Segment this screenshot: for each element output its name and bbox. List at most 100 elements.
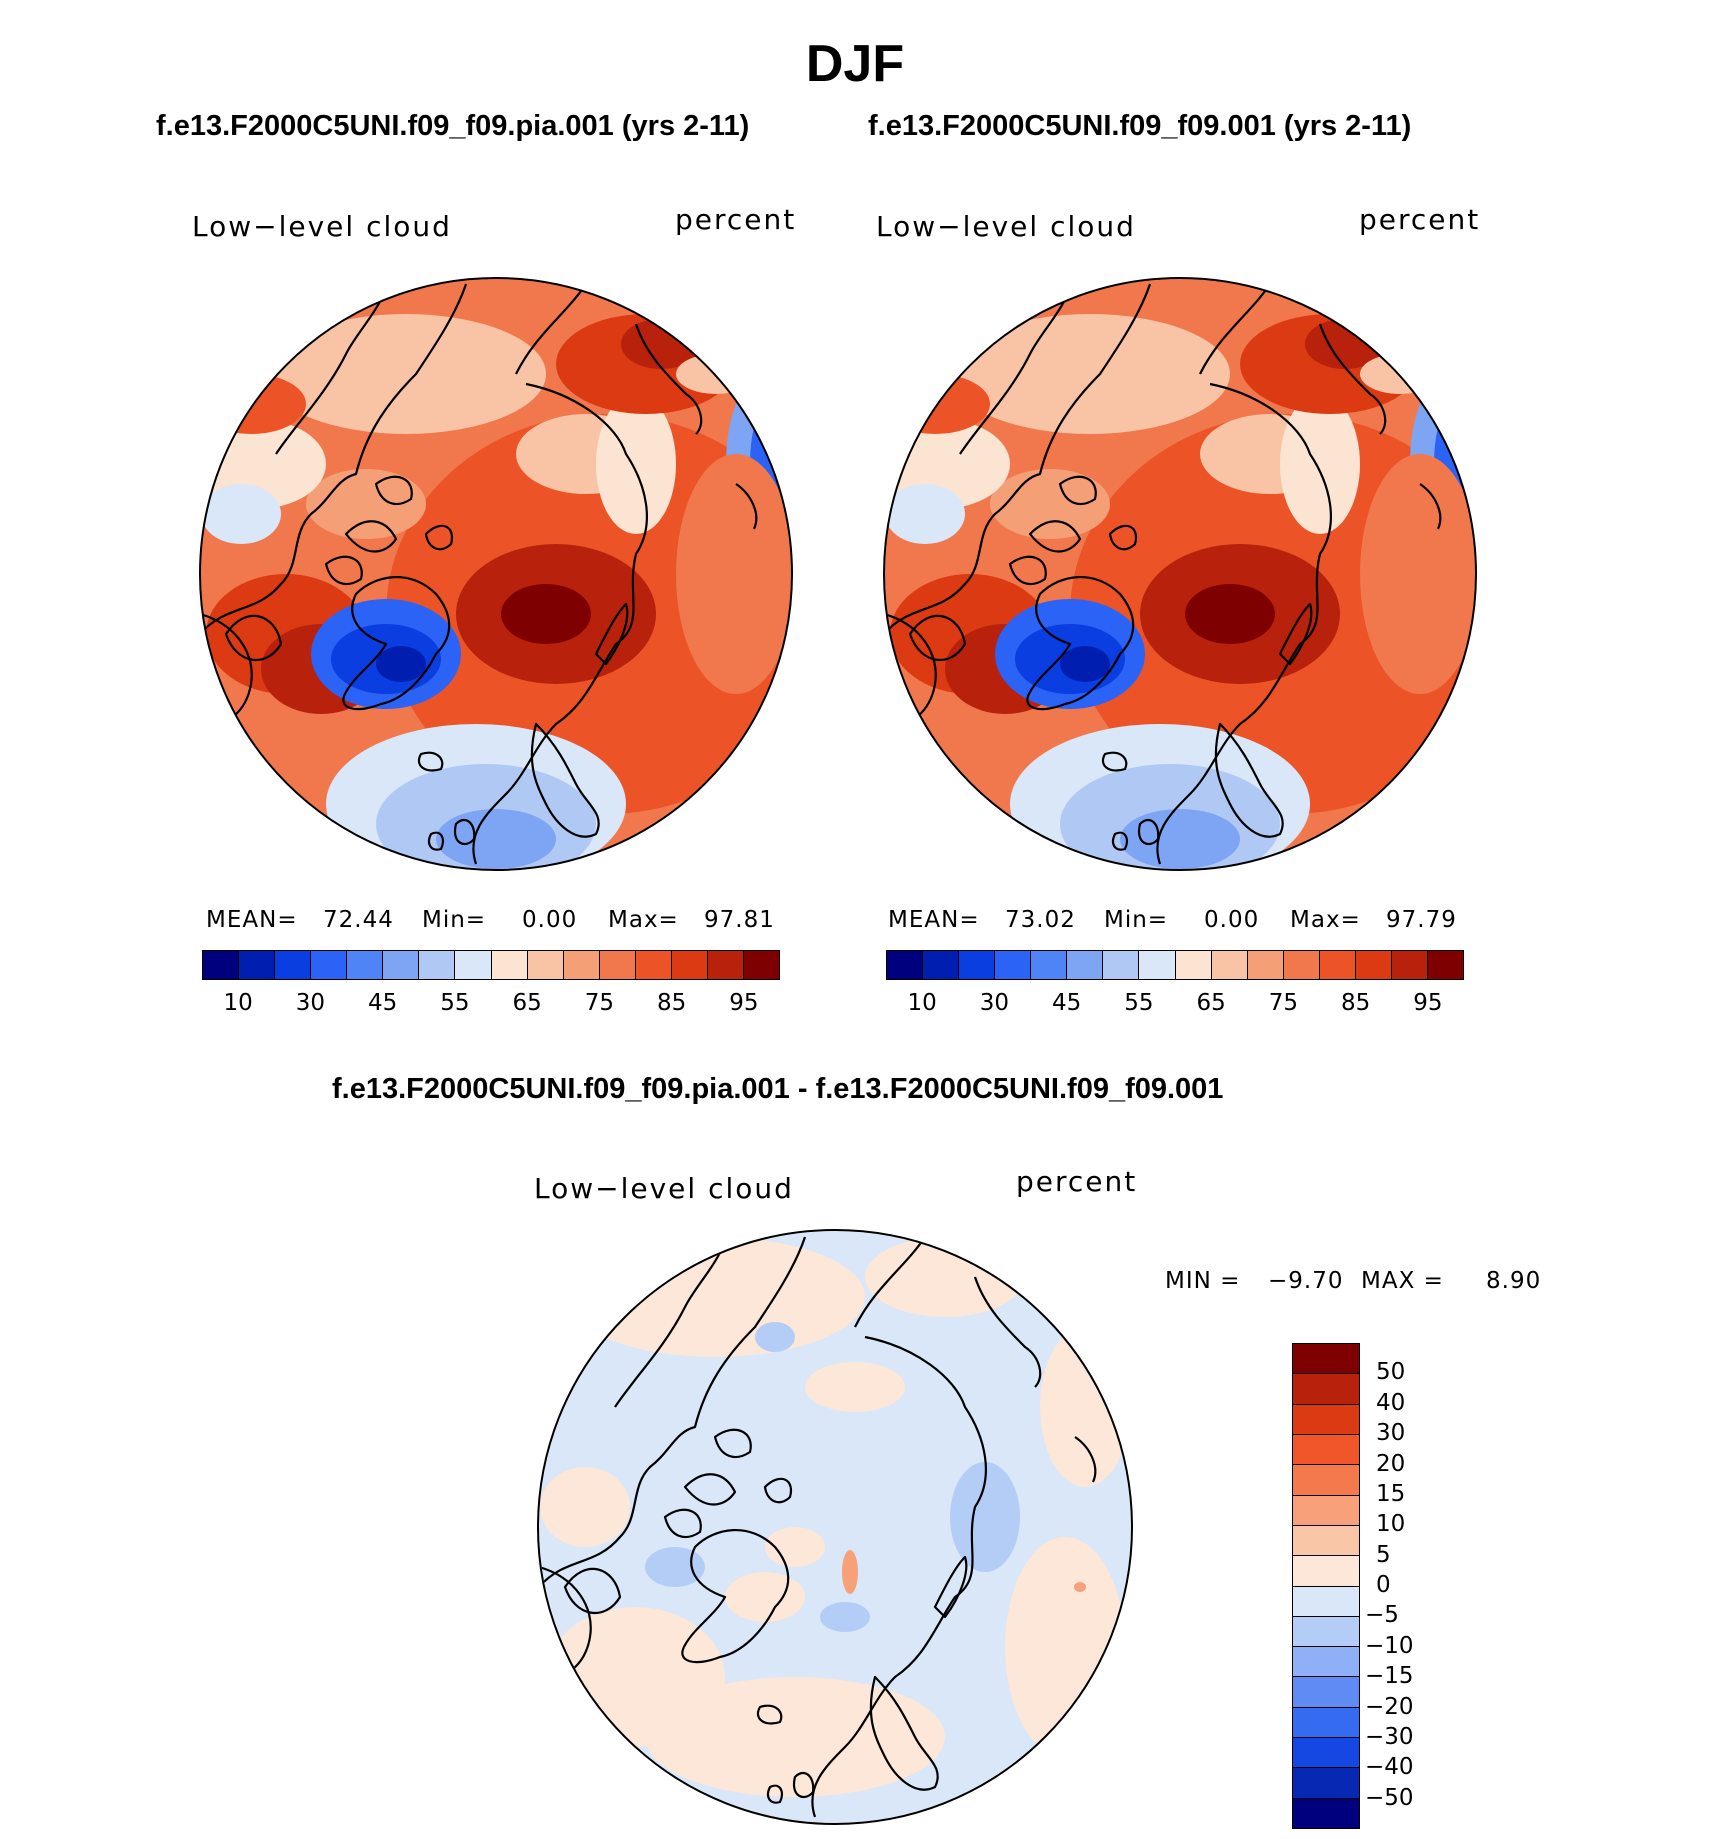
diff-colorbar-swatch [1293, 1525, 1359, 1557]
figure-title: DJF [805, 35, 905, 93]
diff-colorbar [1292, 1343, 1360, 1829]
panel-1-polar-map [199, 277, 793, 871]
diff-colorbar-swatch [1293, 1707, 1359, 1739]
panel-2-colorbar-tick-label: 65 [1196, 990, 1226, 1016]
panel-2-colorbar-swatch [1211, 951, 1248, 979]
panel-2-min-value: 0.00 [1204, 907, 1260, 933]
panel-2-colorbar-swatch [923, 951, 960, 979]
panel-1-colorbar-tick-label: 10 [223, 990, 253, 1016]
panel-2-max-value: 97.79 [1386, 907, 1457, 933]
panel-1-colorbar-swatch [311, 951, 348, 979]
panel-1-colorbar-tick-label: 45 [367, 990, 398, 1016]
panel-2-colorbar-tick-label: 95 [1413, 990, 1443, 1016]
panel-1-variable-label: Low−level cloud [192, 210, 452, 243]
diff-colorbar-tick-label: −5 [1365, 1602, 1399, 1629]
panel-2-min-label: Min= [1104, 907, 1169, 933]
diff-colorbar-tick-label: 50 [1376, 1359, 1406, 1386]
panel-1-colorbar-swatch [239, 951, 276, 979]
diff-colorbar-swatch [1293, 1586, 1359, 1617]
panel-2-colorbar-tick-label: 30 [979, 990, 1010, 1016]
panel-2-colorbar-tick-label: 85 [1340, 990, 1371, 1016]
diff-colorbar-swatch [1293, 1768, 1359, 1799]
panel-2-max-label: Max= [1290, 907, 1361, 933]
panel-2-colorbar-swatch [1283, 951, 1320, 979]
panel-2-units-label: percent [1359, 203, 1481, 236]
diff-max-label: MAX = [1361, 1268, 1444, 1294]
diff-polar-map [537, 1229, 1133, 1825]
panel-2-colorbar-swatch [1175, 951, 1212, 979]
panel-1-max-label: Max= [608, 907, 679, 933]
panel-2-colorbar-swatch [1067, 951, 1104, 979]
diff-colorbar-swatch [1293, 1374, 1359, 1405]
diff-min-value: −9.70 [1268, 1268, 1344, 1294]
panel-1-colorbar-swatch [383, 951, 420, 979]
panel-2-colorbar-swatch [959, 951, 996, 979]
panel-1-colorbar-swatch [743, 951, 779, 979]
panel-2-mean-value: 73.02 [1005, 907, 1076, 933]
panel-2-polar-map [883, 277, 1477, 871]
panel-2-colorbar-swatch [1391, 951, 1428, 979]
panel-1-colorbar-swatch [671, 951, 708, 979]
panel-1-colorbar-swatch [203, 951, 240, 979]
panel-1-colorbar [202, 950, 780, 980]
diff-colorbar-swatch [1293, 1647, 1359, 1678]
diff-case-title: f.e13.F2000C5UNI.f09_f09.pia.001 - f.e13… [332, 1073, 1224, 1105]
panel-1-colorbar-swatch [563, 951, 600, 979]
panel-2-colorbar-tick-label: 55 [1124, 990, 1154, 1016]
panel-1-colorbar-swatch [275, 951, 312, 979]
panel-2-case-title: f.e13.F2000C5UNI.f09_f09.001 (yrs 2-11) [868, 110, 1412, 142]
panel-2-colorbar-swatch [887, 951, 924, 979]
diff-variable-label: Low−level cloud [534, 1172, 794, 1205]
panel-1-colorbar-swatch [635, 951, 672, 979]
panel-2-colorbar-swatch [1427, 951, 1463, 979]
panel-1-colorbar-swatch [599, 951, 636, 979]
diff-colorbar-swatch [1293, 1434, 1359, 1466]
panel-2-colorbar-swatch [1031, 951, 1068, 979]
panel-1-min-label: Min= [422, 907, 487, 933]
panel-1-colorbar-tick-label: 30 [295, 990, 326, 1016]
panel-1-colorbar-tick-label: 95 [729, 990, 759, 1016]
diff-colorbar-tick-label: −10 [1365, 1632, 1414, 1659]
diff-colorbar-tick-label: −15 [1365, 1663, 1414, 1690]
diff-colorbar-tick-label: 10 [1376, 1511, 1406, 1538]
panel-2-colorbar [886, 950, 1464, 980]
panel-1-max-value: 97.81 [704, 907, 775, 933]
panel-1-mean-label: MEAN= [206, 907, 298, 933]
diff-colorbar-swatch [1293, 1738, 1359, 1769]
panel-2-colorbar-swatch [1355, 951, 1392, 979]
diff-colorbar-swatch [1293, 1465, 1359, 1496]
panel-2-mean-label: MEAN= [888, 907, 980, 933]
panel-1-case-title: f.e13.F2000C5UNI.f09_f09.pia.001 (yrs 2-… [156, 110, 750, 142]
diff-colorbar-tick-label: −50 [1365, 1784, 1414, 1811]
panel-2-colorbar-tick-label: 10 [907, 990, 937, 1016]
panel-1-colorbar-swatch [455, 951, 492, 979]
panel-2-colorbar-swatch [1139, 951, 1176, 979]
panel-2-colorbar-swatch [1103, 951, 1140, 979]
panel-1-colorbar-swatch [419, 951, 456, 979]
panel-1-colorbar-swatch [527, 951, 564, 979]
diff-colorbar-tick-label: 30 [1376, 1420, 1406, 1447]
diff-colorbar-tick-label: 40 [1376, 1389, 1406, 1416]
diff-units-label: percent [1016, 1165, 1138, 1198]
panel-1-min-value: 0.00 [522, 907, 578, 933]
diff-colorbar-tick-label: −30 [1365, 1723, 1414, 1750]
diff-colorbar-swatch [1293, 1556, 1359, 1587]
panel-2-colorbar-swatch [1319, 951, 1356, 979]
diff-colorbar-swatch [1293, 1344, 1359, 1375]
diff-colorbar-swatch [1293, 1404, 1359, 1435]
panel-1-mean-value: 72.44 [323, 907, 394, 933]
panel-1-colorbar-tick-label: 85 [656, 990, 687, 1016]
panel-2-colorbar-tick-label: 45 [1051, 990, 1082, 1016]
diff-colorbar-tick-label: 20 [1376, 1450, 1406, 1477]
diff-colorbar-swatch [1293, 1616, 1359, 1648]
diff-colorbar-tick-label: 5 [1376, 1541, 1391, 1568]
diff-colorbar-swatch [1293, 1495, 1359, 1526]
diff-max-value: 8.90 [1486, 1268, 1542, 1294]
panel-2-colorbar-swatch [995, 951, 1032, 979]
diff-colorbar-tick-label: −20 [1365, 1693, 1414, 1720]
panel-1-units-label: percent [675, 203, 797, 236]
diff-min-label: MIN = [1165, 1268, 1241, 1294]
panel-1-colorbar-tick-label: 75 [584, 990, 615, 1016]
panel-1-colorbar-tick-label: 65 [512, 990, 542, 1016]
panel-2-colorbar-tick-label: 75 [1268, 990, 1299, 1016]
